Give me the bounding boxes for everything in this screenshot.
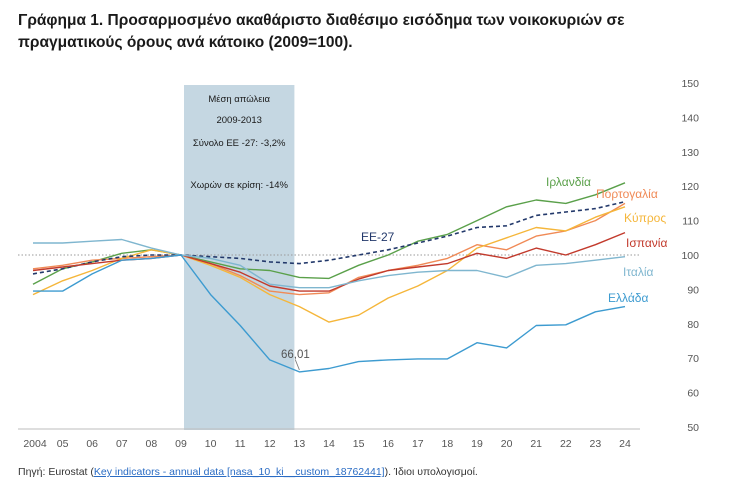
x-tick-label: 18 [442,438,454,450]
shaded-region-label: Σύνολο ΕΕ -27: -3,2% [193,138,286,149]
x-tick-label: 24 [619,438,631,450]
y-tick-label: 60 [687,388,699,400]
series-line-εε-27 [32,200,626,275]
x-tick-label: 16 [382,438,394,450]
shaded-region-label: Χωρών σε κρίση: -14% [190,180,288,191]
series-line-κύπρος [32,206,626,323]
x-tick-label: 15 [353,438,365,450]
y-tick-label: 110 [682,216,699,228]
y-tick-label: 50 [687,422,699,434]
y-tick-label: 140 [681,112,699,124]
source-note: Πηγή: Eurostat (Key indicators - annual … [18,466,478,478]
x-tick-label: 17 [412,438,424,450]
y-tick-label: 90 [687,284,699,296]
line-chart: Μέση απώλεια 2009-2013 Σύνολο ΕΕ -27: -3,2… [18,78,699,450]
x-tick-label: 13 [294,438,306,450]
chart-title: Γράφημα 1. Προσαρμοσμένο ακαθάριστο διαθ… [18,12,625,51]
x-tick-label: 22 [560,438,572,450]
x-tick-label: 09 [175,438,187,450]
series-label: Ιρλανδία [546,175,591,189]
series-label: ΕΕ-27 [361,230,395,244]
x-tick-label: 20 [501,438,513,450]
series-line-ελλάδα [33,254,626,373]
y-tick-label: 130 [681,147,699,159]
series-line-ιταλία [33,238,626,289]
y-tick-label: 100 [681,250,699,262]
source-link[interactable]: Key indicators - annual data [nasa_10_ki… [93,466,385,478]
x-tick-label: 23 [590,438,602,450]
y-tick-label: 70 [687,353,699,365]
series-label: Κύπρος [624,211,666,225]
series-label: Ιταλία [623,265,654,279]
shaded-region-label: Μέση απώλεια [208,94,270,105]
x-tick-label: 05 [57,438,69,450]
series-line-πορτογαλία [32,202,626,296]
x-tick-label: 21 [530,438,542,450]
x-tick-label: 2004 [23,438,47,450]
x-tick-label: 19 [471,438,483,450]
x-tick-label: 14 [323,438,335,450]
shaded-region-label: 2009-2013 [216,115,261,126]
annotation-label: 66,01 [281,349,310,361]
series-label: Πορτογαλία [596,187,658,201]
source-prefix: Πηγή: Eurostat ( [18,466,94,478]
annotation-leader [295,359,300,371]
series-line-ιρλανδία [32,182,626,285]
series-line-ισπανία [32,231,626,292]
y-tick-label: 120 [681,181,699,193]
y-tick-label: 150 [681,78,699,90]
series-label: Ισπανία [626,236,667,250]
series-label: Ελλάδα [608,291,648,305]
x-tick-label: 06 [86,438,98,450]
x-tick-label: 08 [146,438,158,450]
y-tick-label: 80 [687,319,699,331]
x-tick-label: 07 [116,438,128,450]
source-suffix: ). Ίδιοι υπολογισμοί. [384,466,478,478]
x-tick-label: 11 [235,438,246,450]
x-tick-label: 12 [264,438,276,450]
x-tick-label: 10 [205,438,217,450]
